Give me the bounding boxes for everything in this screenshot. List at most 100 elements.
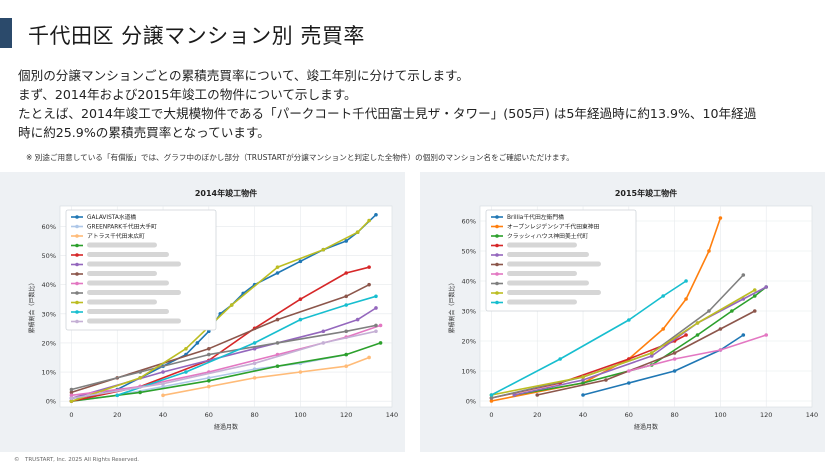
chart-2014: 0% 10% 20% 30% 40% 50% 60% 0 20 40 60 80 100 120 140 20… bbox=[28, 188, 398, 431]
data-point bbox=[489, 399, 494, 403]
series-line bbox=[628, 334, 767, 372]
series-line bbox=[116, 295, 377, 397]
legend-label: GALAVISTA水道橋 bbox=[87, 213, 136, 221]
chart-title: 2015年竣工物件 bbox=[615, 188, 677, 198]
data-point bbox=[69, 390, 74, 395]
data-point bbox=[695, 321, 700, 325]
x-tick-label: 60 bbox=[205, 411, 213, 419]
legend-label-blurred bbox=[87, 290, 181, 295]
x-tick-label: 20 bbox=[113, 411, 121, 419]
description-line-1: 個別の分譲マンションごとの累積売買率について、竣工年別に分けて示します。 bbox=[18, 68, 469, 83]
data-point bbox=[764, 285, 769, 289]
data-point bbox=[275, 271, 280, 275]
data-point bbox=[581, 378, 585, 382]
chart-title: 2014年竣工物件 bbox=[195, 188, 257, 198]
data-point bbox=[252, 367, 257, 371]
legend-marker bbox=[75, 319, 79, 324]
legend-label-blurred bbox=[87, 261, 181, 267]
data-point bbox=[684, 333, 688, 337]
data-point bbox=[161, 381, 165, 386]
data-point bbox=[707, 249, 711, 253]
data-point bbox=[344, 364, 349, 369]
y-tick-label: 20% bbox=[462, 338, 476, 346]
data-point bbox=[229, 303, 234, 307]
data-point bbox=[378, 323, 383, 328]
legend-label: アトラス千代田末広町 bbox=[87, 232, 145, 240]
x-tick-label: 100 bbox=[294, 411, 306, 419]
description-line-3: たとえば、2014年竣工で大規模物件である「パークコート千代田富士見ザ・タワー」… bbox=[18, 106, 757, 121]
data-point bbox=[718, 327, 723, 331]
title-accent-bar bbox=[0, 18, 12, 48]
data-point bbox=[627, 369, 631, 373]
data-point bbox=[195, 341, 200, 345]
x-tick-label: 140 bbox=[386, 411, 398, 419]
data-point bbox=[672, 351, 677, 355]
data-point bbox=[649, 351, 654, 355]
series-line bbox=[71, 342, 381, 402]
y-tick-label: 0% bbox=[466, 398, 476, 406]
data-point bbox=[374, 212, 378, 217]
data-point bbox=[298, 297, 303, 302]
legend-label: GREENPARK千代田大手町 bbox=[87, 223, 157, 231]
legend-marker bbox=[75, 262, 79, 267]
x-tick-label: 100 bbox=[714, 411, 726, 419]
y-axis-label: 累積割合（戸数比） bbox=[28, 279, 36, 333]
data-point bbox=[184, 370, 188, 374]
x-tick-label: 140 bbox=[806, 411, 818, 419]
legend-label-blurred bbox=[87, 252, 169, 257]
legend-label: オープンレジデンシア千代田東神田 bbox=[507, 223, 600, 231]
data-point bbox=[649, 354, 654, 358]
legend-marker bbox=[495, 243, 499, 248]
series-line bbox=[71, 324, 377, 391]
data-point bbox=[321, 341, 326, 345]
legend-label-blurred bbox=[87, 242, 157, 248]
y-tick-label: 40% bbox=[42, 281, 56, 289]
data-point bbox=[752, 294, 757, 298]
y-tick-label: 60% bbox=[462, 218, 476, 226]
data-point bbox=[275, 317, 280, 322]
legend-marker bbox=[75, 310, 79, 314]
y-tick-label: 30% bbox=[42, 310, 56, 318]
x-tick-label: 0 bbox=[489, 411, 493, 419]
y-tick-label: 50% bbox=[42, 252, 56, 260]
data-point bbox=[321, 247, 326, 252]
data-point bbox=[69, 387, 74, 392]
legend-marker bbox=[495, 281, 499, 286]
data-point bbox=[355, 317, 360, 322]
legend-marker bbox=[495, 262, 499, 267]
data-point bbox=[275, 341, 280, 345]
data-point bbox=[672, 357, 677, 361]
data-point bbox=[344, 239, 349, 243]
legend-label-blurred bbox=[507, 252, 589, 257]
data-point bbox=[275, 364, 280, 369]
data-point bbox=[535, 393, 540, 397]
x-tick-label: 80 bbox=[670, 411, 678, 419]
data-point bbox=[374, 294, 378, 299]
series-line bbox=[71, 220, 370, 402]
y-tick-label: 10% bbox=[462, 368, 476, 376]
legend-marker bbox=[495, 215, 499, 219]
legend-label-blurred bbox=[507, 290, 601, 295]
legend-label: Brillia千代田左衛門橋 bbox=[507, 213, 564, 221]
data-point bbox=[581, 393, 585, 397]
data-point bbox=[741, 333, 746, 337]
data-point bbox=[344, 303, 349, 307]
series-line bbox=[162, 356, 370, 397]
page-title: 千代田区 分譲マンション別 売買率 bbox=[28, 24, 365, 48]
data-point bbox=[627, 318, 631, 322]
y-axis-label: 累積割合（戸数比） bbox=[448, 279, 456, 333]
legend-marker bbox=[495, 234, 499, 238]
data-point bbox=[69, 396, 74, 401]
legend-marker bbox=[495, 300, 499, 305]
data-point bbox=[367, 355, 371, 360]
y-tick-label: 20% bbox=[42, 339, 56, 347]
data-point bbox=[207, 378, 211, 383]
legend-label-blurred bbox=[87, 309, 169, 314]
data-point bbox=[752, 309, 757, 313]
legend-marker bbox=[495, 272, 499, 276]
legend-label-blurred bbox=[87, 299, 157, 305]
data-point bbox=[252, 361, 257, 366]
data-point bbox=[344, 329, 349, 334]
data-point bbox=[661, 294, 665, 298]
x-tick-label: 120 bbox=[340, 411, 352, 419]
